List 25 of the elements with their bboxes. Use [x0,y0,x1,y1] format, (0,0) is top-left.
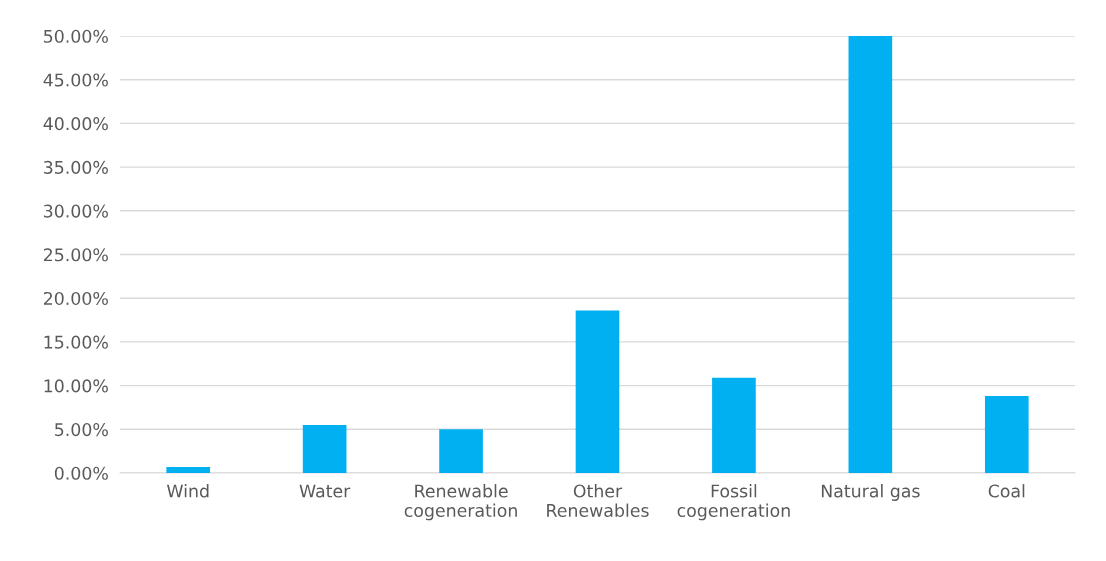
x-tick-label: Natural gas [821,484,920,501]
x-tick-label: Coal [988,484,1025,498]
x-tick-label: Water [299,484,351,498]
y-tick-label: 50.00% [44,29,108,43]
bar [166,466,211,473]
y-tick-label: 20.00% [43,291,108,306]
x-tick-label: Fossil cogeneration [677,484,790,521]
x-tick-label: Renewable cogeneration [404,484,517,521]
bar [984,396,1029,473]
bar [575,310,620,473]
bar [439,429,483,473]
y-tick-label: 0.00% [54,466,108,480]
y-tick-label: 25.00% [43,248,108,262]
x-tick-label: Wind [166,484,209,498]
y-tick-label: 5.00% [55,423,108,437]
y-tick-label: 45.00% [43,73,108,87]
y-tick-label: 15.00% [44,335,108,349]
y-tick-label: 35.00% [44,160,108,174]
y-tick-label: 10.00% [44,379,108,393]
bar [712,377,756,473]
y-tick-label: 40.00% [43,117,108,131]
bar [302,424,347,473]
x-tick-label: Other Renewables [547,484,649,517]
y-tick-label: 30.00% [44,204,108,218]
bar [848,36,893,473]
